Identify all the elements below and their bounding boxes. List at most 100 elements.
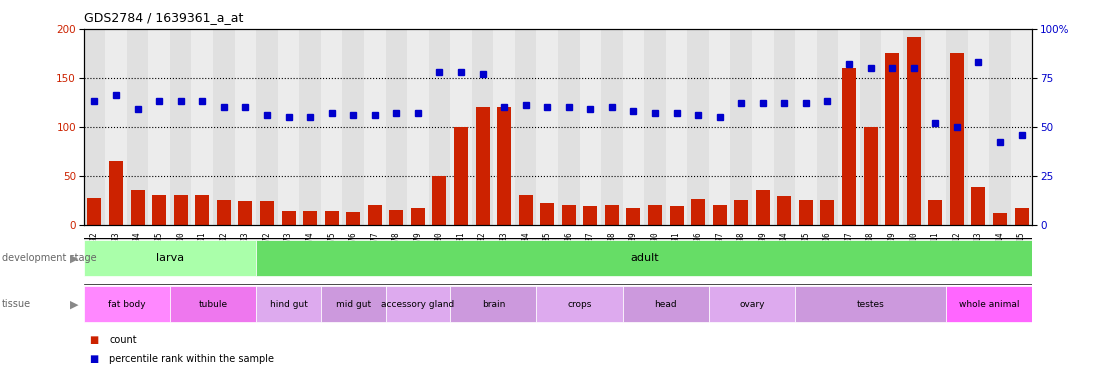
Bar (687, 29, 709, 225)
Bar (260, 201, 273, 225)
Bar (709, 286, 796, 323)
Bar (84, 286, 170, 323)
Bar (84, 29, 105, 225)
Bar (131, 190, 145, 225)
Text: hind gut: hind gut (270, 300, 307, 309)
Bar (407, 29, 429, 225)
Bar (670, 206, 684, 225)
Bar (411, 208, 425, 225)
Bar (385, 286, 450, 323)
Bar (859, 29, 882, 225)
Bar (432, 176, 446, 225)
Bar (579, 29, 602, 225)
Text: testes: testes (857, 300, 885, 309)
Bar (691, 199, 705, 225)
Bar (304, 211, 317, 225)
Bar (321, 286, 385, 323)
Text: mid gut: mid gut (336, 300, 371, 309)
Bar (299, 29, 320, 225)
Bar (713, 205, 727, 225)
Bar (450, 286, 537, 323)
Bar (989, 29, 1011, 225)
Bar (278, 29, 299, 225)
Bar (709, 29, 731, 225)
Text: crops: crops (567, 300, 591, 309)
Bar (778, 196, 791, 225)
Bar (993, 213, 1007, 225)
Bar (968, 29, 989, 225)
Text: ▶: ▶ (69, 253, 78, 263)
Bar (152, 195, 166, 225)
Bar (213, 29, 234, 225)
Text: whole animal: whole animal (959, 300, 1019, 309)
Text: count: count (109, 335, 137, 345)
Bar (234, 29, 257, 225)
Bar (537, 286, 623, 323)
Bar (364, 29, 385, 225)
Bar (623, 29, 644, 225)
Bar (195, 195, 210, 225)
Text: tissue: tissue (2, 299, 31, 310)
Bar (368, 205, 382, 225)
Bar (756, 190, 770, 225)
Bar (623, 286, 709, 323)
Bar (799, 200, 812, 225)
Bar (109, 161, 123, 225)
Bar (389, 210, 403, 225)
Bar (540, 203, 555, 225)
Bar (903, 29, 924, 225)
Bar (795, 286, 946, 323)
Text: development stage: development stage (2, 253, 97, 263)
Bar (773, 29, 795, 225)
Bar (514, 29, 537, 225)
Bar (561, 205, 576, 225)
Bar (1014, 208, 1029, 225)
Bar (666, 29, 687, 225)
Bar (257, 29, 278, 225)
Bar (752, 29, 773, 225)
Bar (475, 107, 490, 225)
Bar (84, 240, 257, 276)
Bar (472, 29, 493, 225)
Bar (174, 195, 187, 225)
Bar (929, 200, 942, 225)
Bar (217, 200, 231, 225)
Bar (838, 29, 859, 225)
Text: ■: ■ (89, 354, 98, 364)
Bar (257, 286, 321, 323)
Bar (946, 286, 1032, 323)
Bar (257, 240, 1032, 276)
Bar (971, 187, 985, 225)
Bar (950, 53, 964, 225)
Text: ovary: ovary (739, 300, 764, 309)
Text: larva: larva (156, 253, 184, 263)
Bar (87, 198, 102, 225)
Bar (1011, 29, 1032, 225)
Bar (584, 206, 597, 225)
Bar (497, 107, 511, 225)
Bar (817, 29, 838, 225)
Bar (885, 53, 899, 225)
Bar (795, 29, 817, 225)
Bar (843, 68, 856, 225)
Bar (882, 29, 903, 225)
Bar (924, 29, 946, 225)
Bar (519, 195, 532, 225)
Bar (148, 29, 170, 225)
Bar (192, 29, 213, 225)
Text: fat body: fat body (108, 300, 145, 309)
Bar (605, 205, 619, 225)
Bar (864, 127, 877, 225)
Text: ■: ■ (89, 335, 98, 345)
Text: GDS2784 / 1639361_a_at: GDS2784 / 1639361_a_at (84, 12, 243, 25)
Bar (170, 286, 257, 323)
Bar (731, 29, 752, 225)
Text: percentile rank within the sample: percentile rank within the sample (109, 354, 275, 364)
Bar (343, 29, 364, 225)
Bar (734, 200, 748, 225)
Bar (127, 29, 148, 225)
Bar (320, 29, 343, 225)
Bar (626, 208, 641, 225)
Text: head: head (654, 300, 677, 309)
Bar (170, 29, 192, 225)
